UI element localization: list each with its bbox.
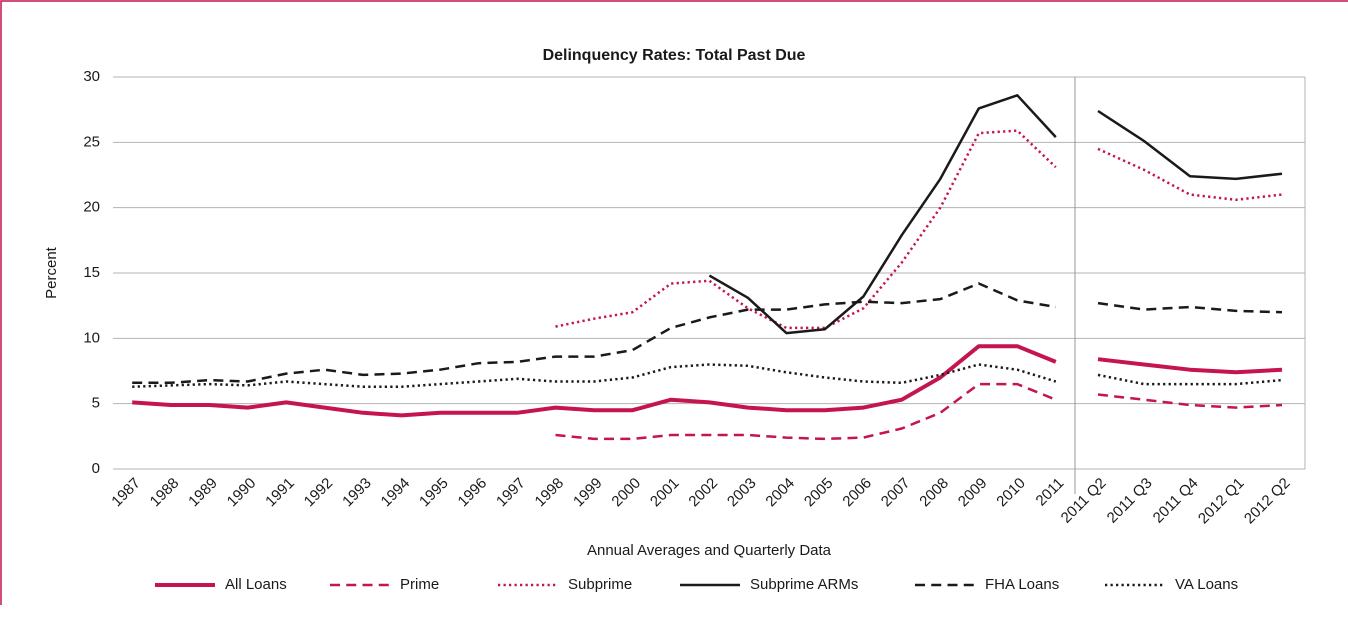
x-tick-label: 1997	[493, 475, 529, 511]
x-tick-label: 2011 Q4	[1150, 475, 1202, 527]
x-tick-label: 1995	[416, 475, 452, 511]
chart-title: Delinquency Rates: Total Past Due	[543, 47, 806, 64]
x-tick-label: 2001	[647, 475, 683, 511]
x-tick-label: 1987	[108, 475, 144, 511]
x-tick-label: 2011 Q2	[1058, 475, 1110, 527]
series-line	[1097, 373, 1283, 386]
x-tick-label: 2007	[878, 475, 914, 511]
x-tick-label: 2012 Q2	[1241, 475, 1294, 528]
legend-label: All Loans	[225, 576, 287, 593]
x-tick-label: 2011 Q3	[1104, 475, 1156, 527]
x-tick-label: 1996	[455, 475, 491, 511]
x-tick-label: 2006	[839, 475, 875, 511]
legend-label: Prime	[400, 576, 439, 593]
x-tick-label: 2010	[993, 475, 1029, 511]
series-line	[1097, 301, 1283, 314]
series-line	[555, 129, 1057, 330]
y-axis-label: Percent	[43, 246, 60, 299]
y-tick-label: 20	[83, 199, 100, 216]
y-tick-label: 5	[92, 395, 100, 412]
series-line	[555, 382, 1057, 441]
x-tick-label: 2008	[916, 475, 952, 511]
x-tick-label: 1994	[378, 475, 414, 511]
x-tick-label: 1993	[339, 475, 375, 511]
series-line	[1097, 147, 1283, 202]
x-tick-label: 1999	[570, 475, 606, 511]
x-axis-label: Annual Averages and Quarterly Data	[587, 542, 832, 559]
legend-label: Subprime	[568, 576, 632, 593]
series-line	[1097, 393, 1283, 409]
x-tick-label: 2009	[955, 475, 991, 511]
series-line	[1097, 109, 1283, 181]
series-line	[708, 94, 1057, 335]
x-tick-label: 2002	[685, 475, 721, 511]
series-line	[132, 282, 1057, 385]
legend-label: FHA Loans	[985, 576, 1059, 593]
y-tick-label: 0	[92, 460, 100, 477]
series-line	[1097, 357, 1283, 375]
x-tick-label: 2000	[608, 475, 644, 511]
x-tick-label: 1991	[262, 475, 298, 511]
x-tick-label: 2005	[801, 475, 837, 511]
x-tick-label: 1998	[532, 475, 568, 511]
x-tick-label: 2003	[724, 475, 760, 511]
frame	[0, 0, 1348, 605]
series-line	[132, 363, 1057, 388]
y-tick-label: 25	[83, 133, 100, 150]
x-tick-label: 1992	[301, 475, 337, 511]
y-tick-label: 10	[83, 329, 100, 346]
x-tick-label: 2004	[762, 475, 798, 511]
x-tick-label: 1989	[185, 475, 221, 511]
series-line	[132, 344, 1057, 418]
legend-label: VA Loans	[1175, 576, 1238, 593]
x-tick-label: 1990	[224, 475, 260, 511]
x-tick-label: 2011	[1033, 475, 1068, 510]
x-tick-label: 2012 Q1	[1195, 475, 1248, 528]
x-tick-label: 1988	[147, 475, 183, 511]
y-tick-label: 30	[83, 68, 100, 85]
legend-label: Subprime ARMs	[750, 576, 858, 593]
y-tick-label: 15	[83, 264, 100, 281]
